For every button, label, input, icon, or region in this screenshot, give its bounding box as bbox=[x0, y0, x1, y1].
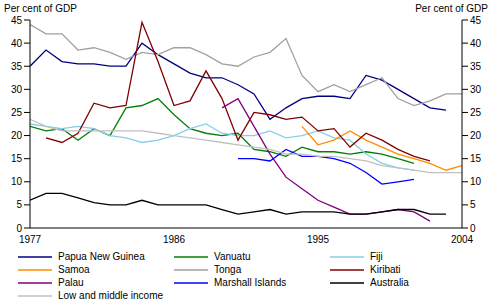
svg-text:45: 45 bbox=[470, 15, 482, 26]
html-text:Low and middle income: Low and middle income bbox=[58, 290, 164, 301]
svg-text:15: 15 bbox=[470, 153, 482, 164]
html-text:Per cent of GDP: Per cent of GDP bbox=[415, 3, 488, 14]
svg-text:1986: 1986 bbox=[163, 234, 186, 245]
svg-text:35: 35 bbox=[470, 61, 482, 72]
svg-text:35: 35 bbox=[11, 61, 23, 72]
svg-text:15: 15 bbox=[11, 153, 23, 164]
svg-text:25: 25 bbox=[11, 107, 23, 118]
html-text:Fiji: Fiji bbox=[370, 251, 383, 262]
html-text:Per cent of GDP: Per cent of GDP bbox=[4, 3, 77, 14]
svg-text:1995: 1995 bbox=[307, 234, 330, 245]
svg-text:5: 5 bbox=[470, 199, 476, 210]
svg-text:2004: 2004 bbox=[451, 234, 474, 245]
html-text:Tonga: Tonga bbox=[214, 264, 242, 275]
svg-text:30: 30 bbox=[11, 84, 23, 95]
svg-text:0: 0 bbox=[16, 223, 22, 234]
html-text:Samoa: Samoa bbox=[58, 264, 90, 275]
svg-text:40: 40 bbox=[11, 38, 23, 49]
svg-text:20: 20 bbox=[11, 130, 23, 141]
html-text:Marshall Islands: Marshall Islands bbox=[214, 277, 287, 288]
svg-text:45: 45 bbox=[11, 15, 23, 26]
svg-text:40: 40 bbox=[470, 38, 482, 49]
svg-text:1977: 1977 bbox=[19, 234, 42, 245]
html-text:Palau: Palau bbox=[58, 277, 84, 288]
html-text:Papua New Guinea: Papua New Guinea bbox=[58, 251, 145, 262]
svg-text:10: 10 bbox=[470, 176, 482, 187]
html-text:Australia: Australia bbox=[370, 277, 409, 288]
svg-text:5: 5 bbox=[16, 199, 22, 210]
svg-text:25: 25 bbox=[470, 107, 482, 118]
svg-text:30: 30 bbox=[470, 84, 482, 95]
html-text:Vanuatu: Vanuatu bbox=[214, 251, 251, 262]
svg-text:10: 10 bbox=[11, 176, 23, 187]
svg-text:20: 20 bbox=[470, 130, 482, 141]
html-text:Kiribati: Kiribati bbox=[370, 264, 401, 275]
svg-text:0: 0 bbox=[470, 223, 476, 234]
